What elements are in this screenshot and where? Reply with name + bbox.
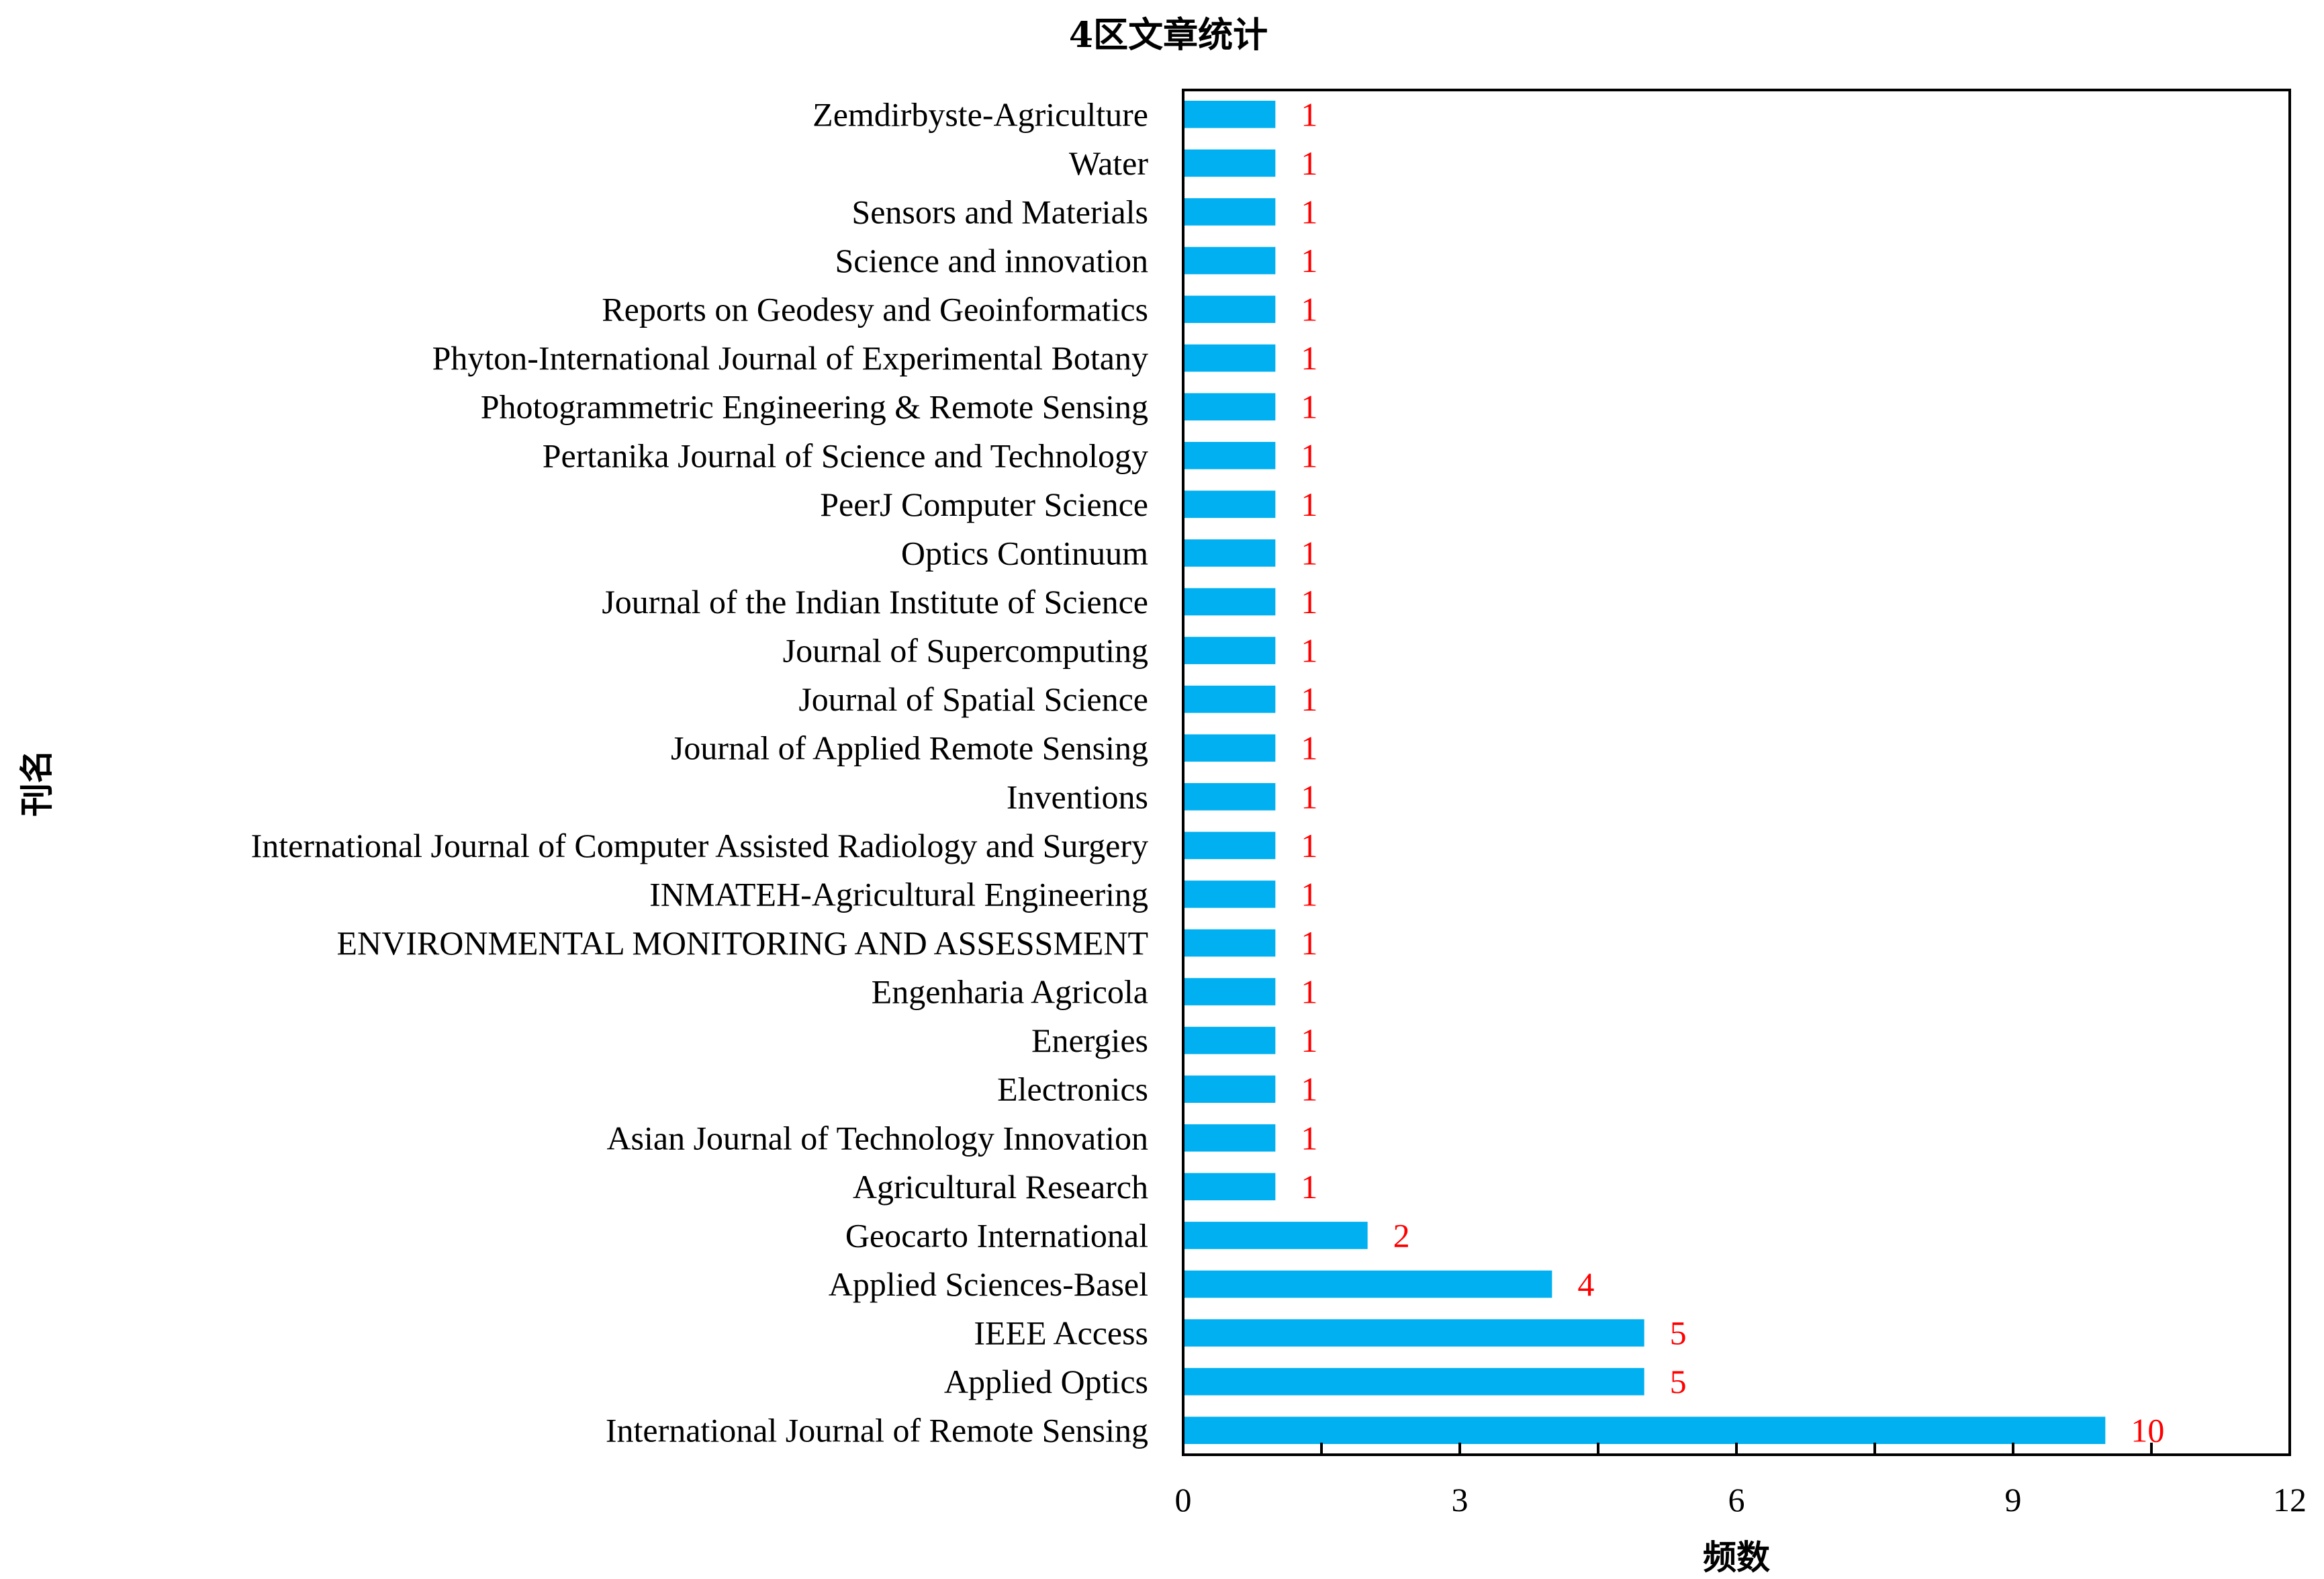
bar	[1183, 296, 1276, 323]
category-label: Phyton-International Journal of Experime…	[432, 339, 1148, 377]
data-label: 1	[1301, 973, 1317, 1011]
category-label: Engenharia Agricola	[872, 973, 1148, 1011]
category-label: Water	[1069, 144, 1148, 182]
bar	[1183, 344, 1276, 372]
data-label: 1	[1301, 680, 1317, 718]
bar	[1183, 1416, 2106, 1445]
category-label: INMATEH-Agricultural Engineering	[649, 875, 1148, 913]
category-label: Reports on Geodesy and Geoinformatics	[602, 291, 1148, 328]
bar	[1183, 685, 1276, 713]
x-axis-title: 频数	[1703, 1537, 1770, 1577]
x-tick-label: 3	[1452, 1481, 1469, 1519]
category-label: IEEE Access	[974, 1314, 1148, 1352]
data-label: 1	[1301, 583, 1317, 621]
data-labels: 10 5 5 4 2 1 1 1 1 1 1 1 1 1 1 1 1 1 1 1 1 1 1 1 1 1 1 1	[1301, 95, 2164, 1449]
data-label: 1	[1301, 1022, 1317, 1059]
bar	[1183, 588, 1276, 616]
x-axis-tick-labels: 0 3 6 9 12	[1175, 1481, 2307, 1519]
bar	[1183, 782, 1276, 811]
category-label: Inventions	[1007, 778, 1148, 815]
category-label: Journal of the Indian Institute of Scien…	[602, 583, 1148, 621]
category-label: Electronics	[997, 1071, 1148, 1108]
data-label: 5	[1670, 1314, 1687, 1352]
category-label: Agricultural Research	[853, 1168, 1148, 1206]
data-label: 1	[1301, 1071, 1317, 1108]
category-label: Journal of Spatial Science	[798, 680, 1148, 718]
bar	[1183, 734, 1276, 762]
bar	[1183, 149, 1276, 177]
data-label: 1	[1301, 875, 1317, 913]
plot-frame	[1182, 89, 2291, 1456]
category-label: Applied Optics	[944, 1363, 1148, 1400]
x-tick-label: 12	[2273, 1481, 2307, 1519]
bar	[1183, 637, 1276, 664]
category-labels: International Journal of Remote Sensing A…	[251, 95, 1149, 1449]
bar	[1183, 1270, 1552, 1298]
category-label: Journal of Supercomputing	[783, 632, 1148, 670]
bar	[1183, 1367, 1644, 1396]
category-label: Zemdirbyste-Agriculture	[812, 95, 1148, 133]
bar	[1183, 978, 1276, 1005]
category-label: Optics Continuum	[901, 534, 1148, 572]
bar	[1183, 441, 1276, 469]
data-label: 1	[1301, 632, 1317, 670]
bar	[1183, 100, 1276, 128]
data-label: 1	[1301, 534, 1317, 572]
category-label: ENVIRONMENTAL MONITORING AND ASSESSMENT	[336, 924, 1148, 962]
bar	[1183, 1222, 1368, 1249]
data-label: 1	[1301, 437, 1317, 474]
data-label: 4	[1577, 1265, 1594, 1303]
data-label: 1	[1301, 95, 1317, 133]
bar	[1183, 1173, 1276, 1201]
category-label: Geocarto International	[845, 1216, 1148, 1254]
data-label: 1	[1301, 486, 1317, 523]
data-label: 2	[1393, 1216, 1410, 1254]
data-label: 1	[1301, 924, 1317, 962]
data-label: 1	[1301, 144, 1317, 182]
bar	[1183, 1075, 1276, 1103]
x-axis-ticks	[1320, 1443, 2153, 1455]
data-label: 1	[1301, 388, 1317, 426]
category-label: PeerJ Computer Science	[820, 486, 1148, 523]
bar	[1183, 539, 1276, 567]
category-label: Energies	[1031, 1022, 1148, 1059]
bar	[1183, 490, 1276, 518]
data-label: 1	[1301, 291, 1317, 328]
data-label: 1	[1301, 193, 1317, 230]
bar	[1183, 929, 1276, 957]
data-label: 1	[1301, 242, 1317, 279]
x-tick-label: 0	[1175, 1481, 1192, 1519]
data-label: 5	[1670, 1363, 1687, 1400]
data-label: 1	[1301, 778, 1317, 815]
chart-title: 4区文章统计	[1069, 15, 1268, 56]
category-label: International Journal of Remote Sensing	[606, 1412, 1148, 1449]
data-label: 10	[2131, 1412, 2164, 1449]
bar	[1183, 1124, 1276, 1152]
category-label: Photogrammetric Engineering & Remote Sen…	[481, 388, 1148, 426]
x-tick-label: 6	[1728, 1481, 1745, 1519]
bar	[1183, 393, 1276, 421]
category-label: Pertanika Journal of Science and Technol…	[543, 437, 1148, 474]
x-tick-label: 9	[2005, 1481, 2022, 1519]
data-label: 1	[1301, 339, 1317, 377]
bar	[1183, 1026, 1276, 1054]
bar	[1183, 198, 1276, 226]
bar	[1183, 246, 1276, 275]
data-label: 1	[1301, 827, 1317, 864]
category-label: Science and innovation	[835, 242, 1148, 279]
category-label: Asian Journal of Technology Innovation	[606, 1119, 1148, 1157]
data-label: 1	[1301, 1119, 1317, 1157]
category-label: Applied Sciences-Basel	[829, 1265, 1148, 1303]
bar	[1183, 831, 1276, 860]
y-axis-title: 刊名	[17, 750, 56, 817]
data-label: 1	[1301, 729, 1317, 767]
bar-group	[1183, 100, 2106, 1445]
category-label: International Journal of Computer Assist…	[251, 827, 1148, 864]
category-label: Journal of Applied Remote Sensing	[671, 729, 1148, 767]
category-label: Sensors and Materials	[851, 193, 1148, 230]
bar	[1183, 1319, 1644, 1347]
bar	[1183, 881, 1276, 908]
data-label: 1	[1301, 1168, 1317, 1206]
